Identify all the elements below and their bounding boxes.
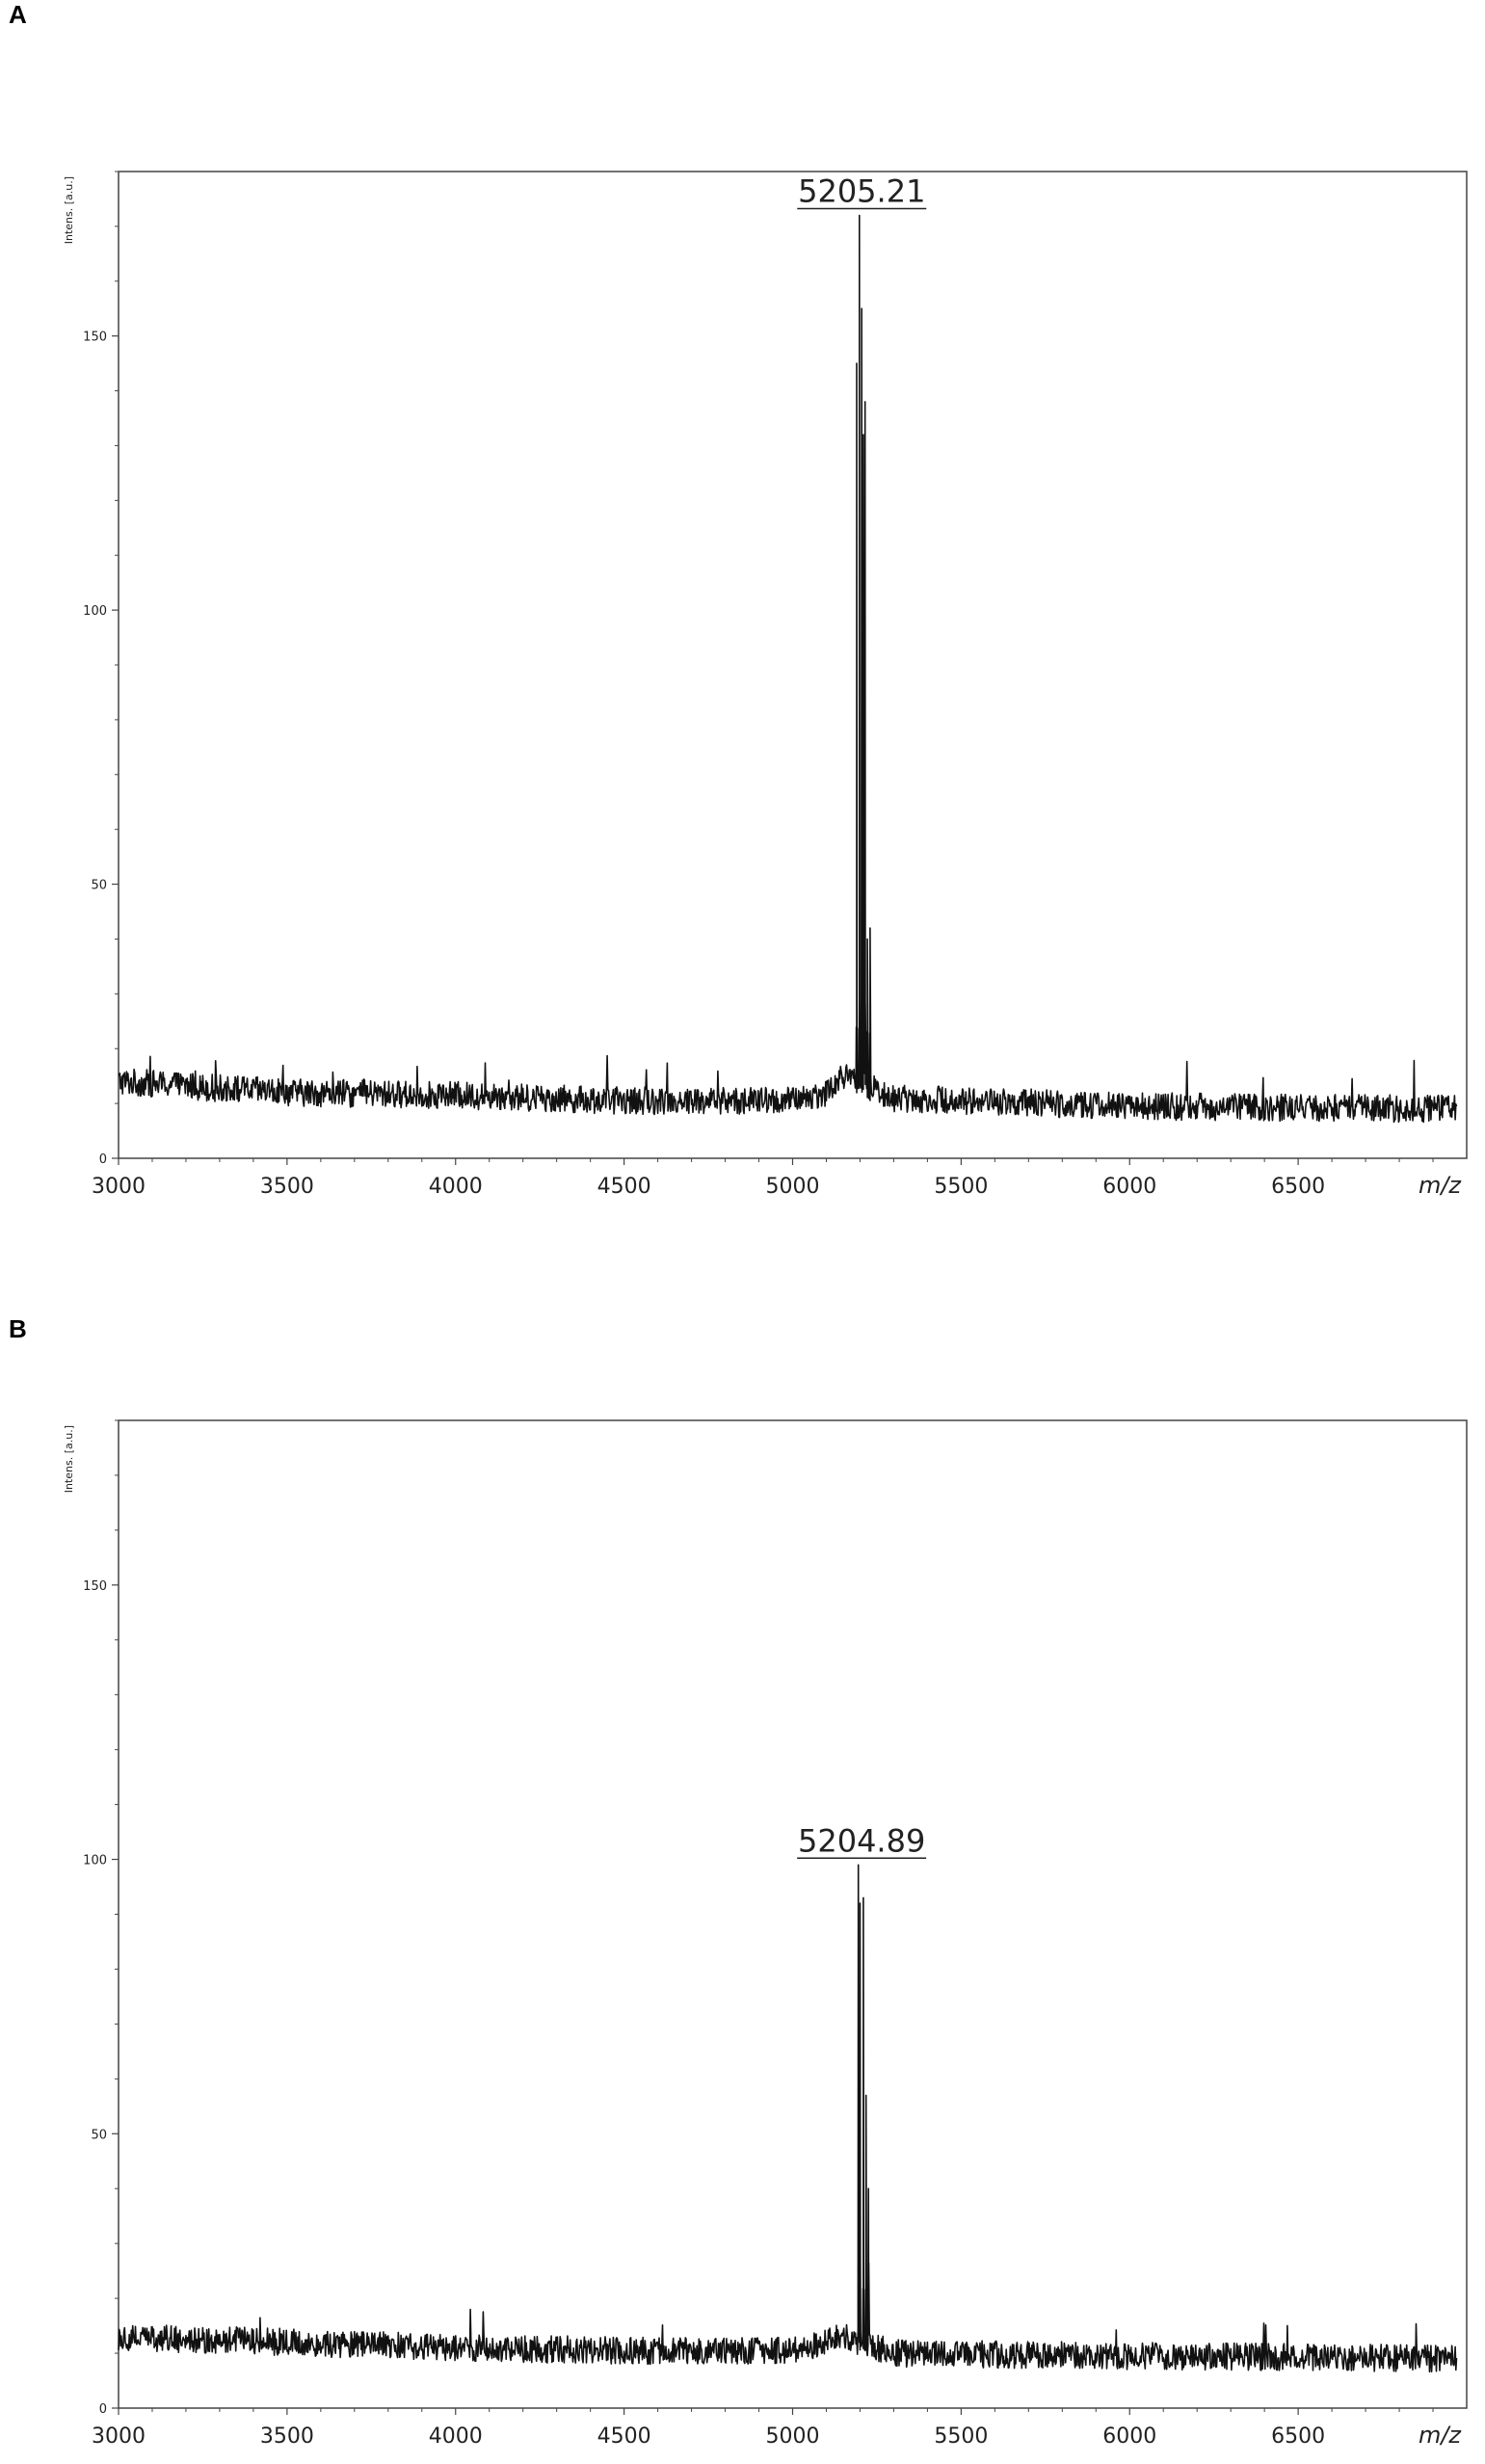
spectrum-trace <box>118 214 1458 1124</box>
spectrum-trace <box>118 1864 1458 2373</box>
spectrum-chart-a: 3000 3500 4000 4500 5000 5500 6000 6500 0 50 100 15… <box>63 171 1468 1199</box>
peak-label: 5205.21 <box>798 173 925 210</box>
x-tick-label: 3000 <box>92 1175 146 1199</box>
panel-label-b: B <box>9 1314 27 1343</box>
plot-frame <box>118 171 1468 1159</box>
x-tick-label: 5000 <box>766 1175 820 1199</box>
x-axis-label: m/z <box>1419 1172 1462 1199</box>
x-tick-label: 3000 <box>92 2424 146 2449</box>
x-axis-label: m/z <box>1419 2422 1462 2449</box>
x-tick-label: 4500 <box>597 1175 651 1199</box>
x-tick-label: 5500 <box>934 2424 988 2449</box>
x-tick-label: 4000 <box>429 1175 483 1199</box>
x-tick-label: 6500 <box>1271 2424 1325 2449</box>
y-tick-label: 150 <box>83 331 107 345</box>
peak-label: 5204.89 <box>798 1822 925 1859</box>
x-tick-label: 4500 <box>597 2424 651 2449</box>
y-axis-label: Intens. [a.u.] <box>63 176 75 244</box>
y-tick-label: 50 <box>91 2128 107 2142</box>
y-tick-label: 100 <box>83 1854 107 1868</box>
x-tick-label: 4000 <box>429 2424 483 2449</box>
x-tick-label: 6000 <box>1102 1175 1156 1199</box>
x-tick-label: 3500 <box>260 2424 314 2449</box>
x-tick-label: 6000 <box>1102 2424 1156 2449</box>
y-tick-label: 50 <box>91 879 107 893</box>
y-tick-label: 0 <box>99 1153 107 1167</box>
y-tick-label: 100 <box>83 604 107 619</box>
x-tick-label: 5500 <box>934 1175 988 1199</box>
x-tick-label: 5000 <box>766 2424 820 2449</box>
spectrum-chart-b: 3000 3500 4000 4500 5000 5500 6000 6500 0 50 100 15… <box>63 1419 1468 2449</box>
x-tick-label: 3500 <box>260 1175 314 1199</box>
y-tick-label: 150 <box>83 1579 107 1594</box>
plot-frame <box>118 1419 1468 2409</box>
y-tick-label: 0 <box>99 2402 107 2417</box>
panel-label-a: A <box>9 0 27 29</box>
y-axis-label: Intens. [a.u.] <box>63 1425 75 1493</box>
x-tick-label: 6500 <box>1271 1175 1325 1199</box>
